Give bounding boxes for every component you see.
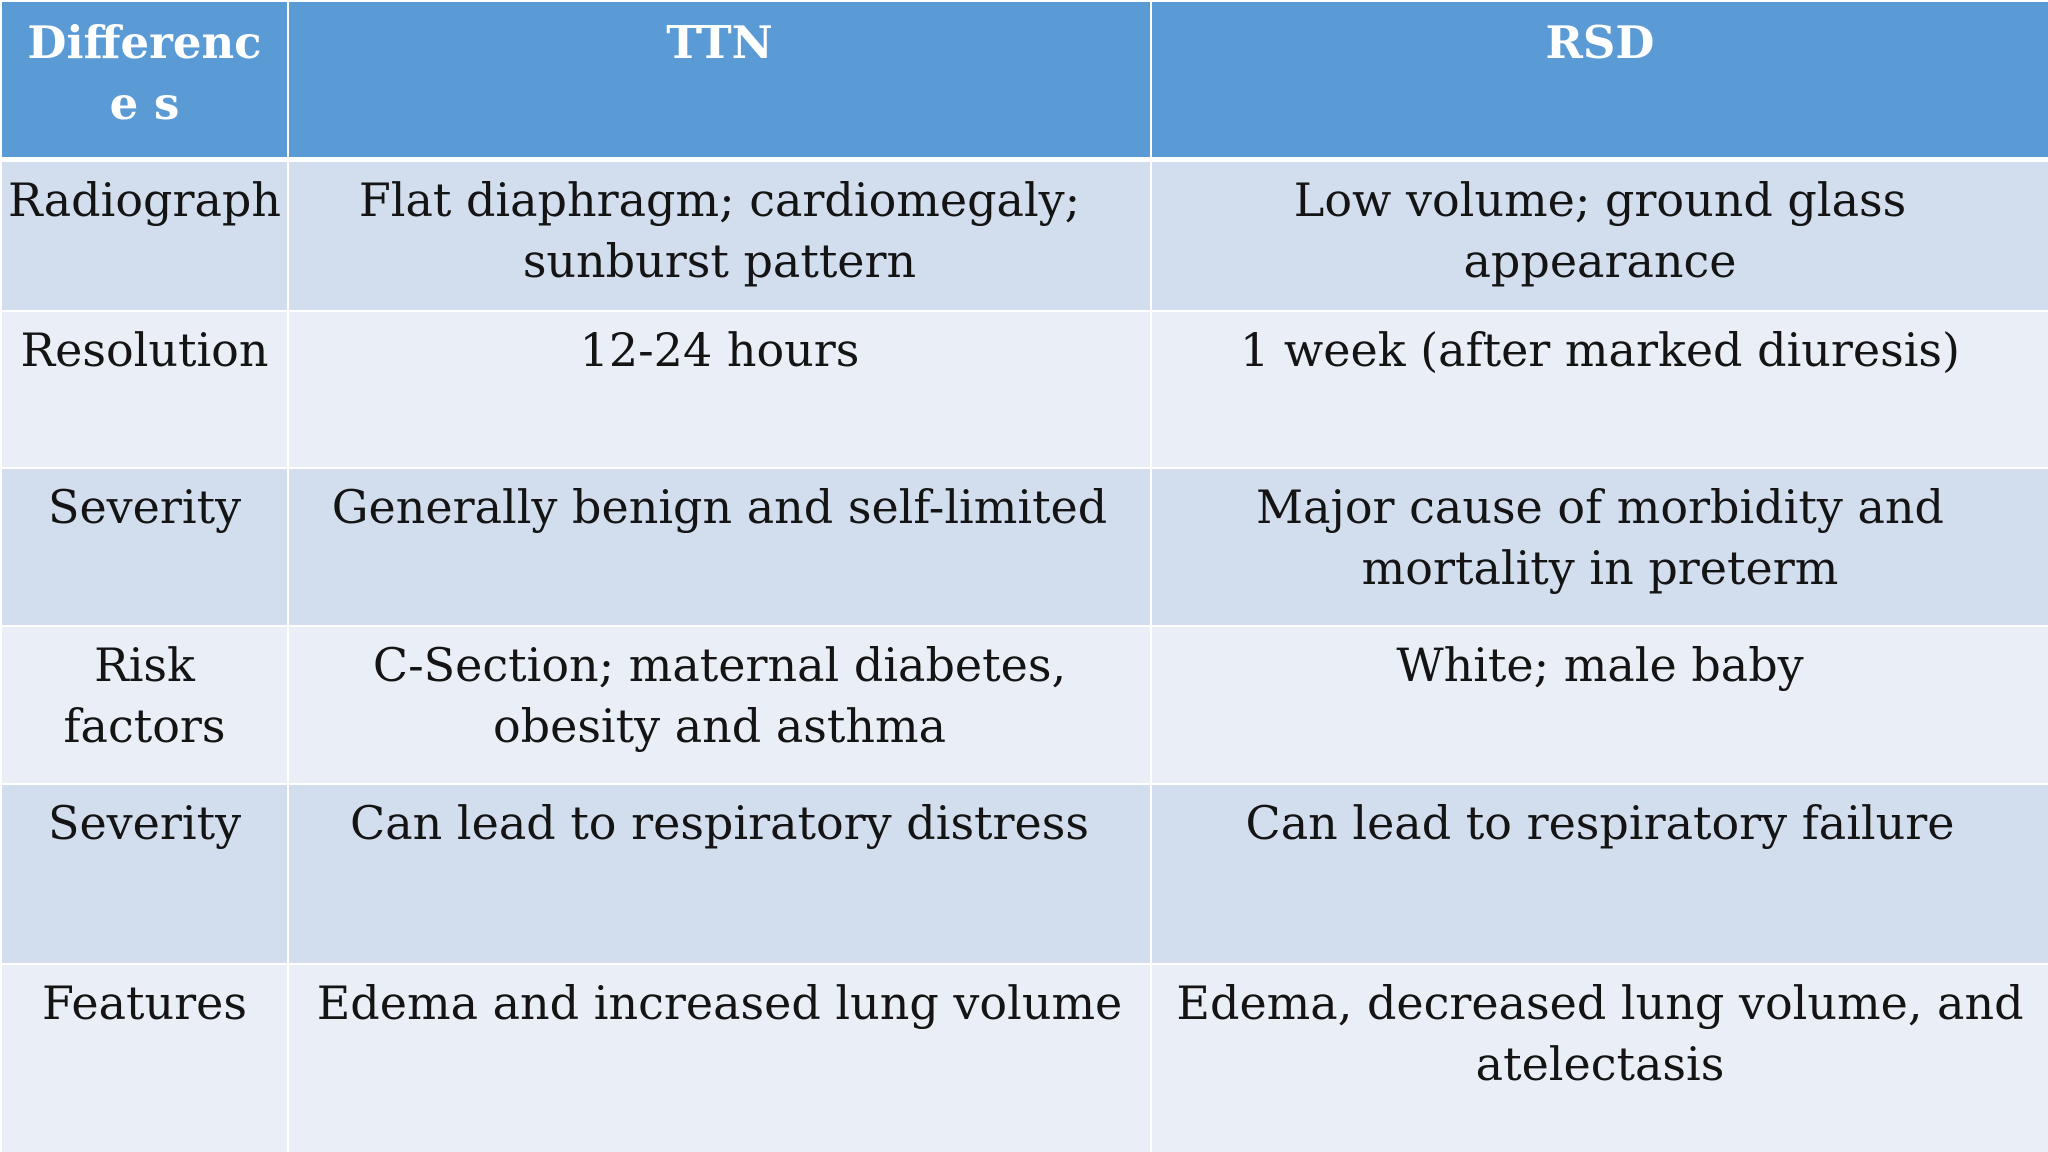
ttn-cell: Can lead to respiratory distress xyxy=(287,783,1152,965)
rsd-cell: Edema, decreased lung volume, and atelec… xyxy=(1150,963,2048,1152)
table-row: Features Edema and increased lung volume… xyxy=(0,963,2048,1152)
ttn-cell: Flat diaphragm; cardiomegaly; sunburst p… xyxy=(287,158,1152,312)
ttn-cell: Edema and increased lung volume xyxy=(287,963,1152,1152)
row-label: Risk factors xyxy=(0,625,289,785)
table-row: Severity Can lead to respiratory distres… xyxy=(0,783,2048,965)
rsd-cell: Can lead to respiratory failure xyxy=(1150,783,2048,965)
rsd-cell: Major cause of morbidity and mortality i… xyxy=(1150,467,2048,627)
header-ttn: TTN xyxy=(287,0,1152,162)
table-row: Resolution 12-24 hours 1 week (after mar… xyxy=(0,310,2048,469)
header-differences: Difference s xyxy=(0,0,289,162)
header-rsd: RSD xyxy=(1150,0,2048,162)
row-label: Resolution xyxy=(0,310,289,469)
ttn-cell: C-Section; maternal diabetes, obesity an… xyxy=(287,625,1152,785)
ttn-cell: 12-24 hours xyxy=(287,310,1152,469)
row-label: Radiograph xyxy=(0,158,289,312)
table-row: Severity Generally benign and self-limit… xyxy=(0,467,2048,627)
rsd-cell: Low volume; ground glass appearance xyxy=(1150,158,2048,312)
row-label: Severity xyxy=(0,467,289,627)
row-label: Severity xyxy=(0,783,289,965)
rsd-cell: 1 week (after marked diuresis) xyxy=(1150,310,2048,469)
table-row: Radiograph Flat diaphragm; cardiomegaly;… xyxy=(0,158,2048,312)
ttn-cell: Generally benign and self-limited xyxy=(287,467,1152,627)
header-row: Difference s TTN RSD xyxy=(0,0,2048,162)
row-label: Features xyxy=(0,963,289,1152)
table-row: Risk factors C-Section; maternal diabete… xyxy=(0,625,2048,785)
rsd-cell: White; male baby xyxy=(1150,625,2048,785)
